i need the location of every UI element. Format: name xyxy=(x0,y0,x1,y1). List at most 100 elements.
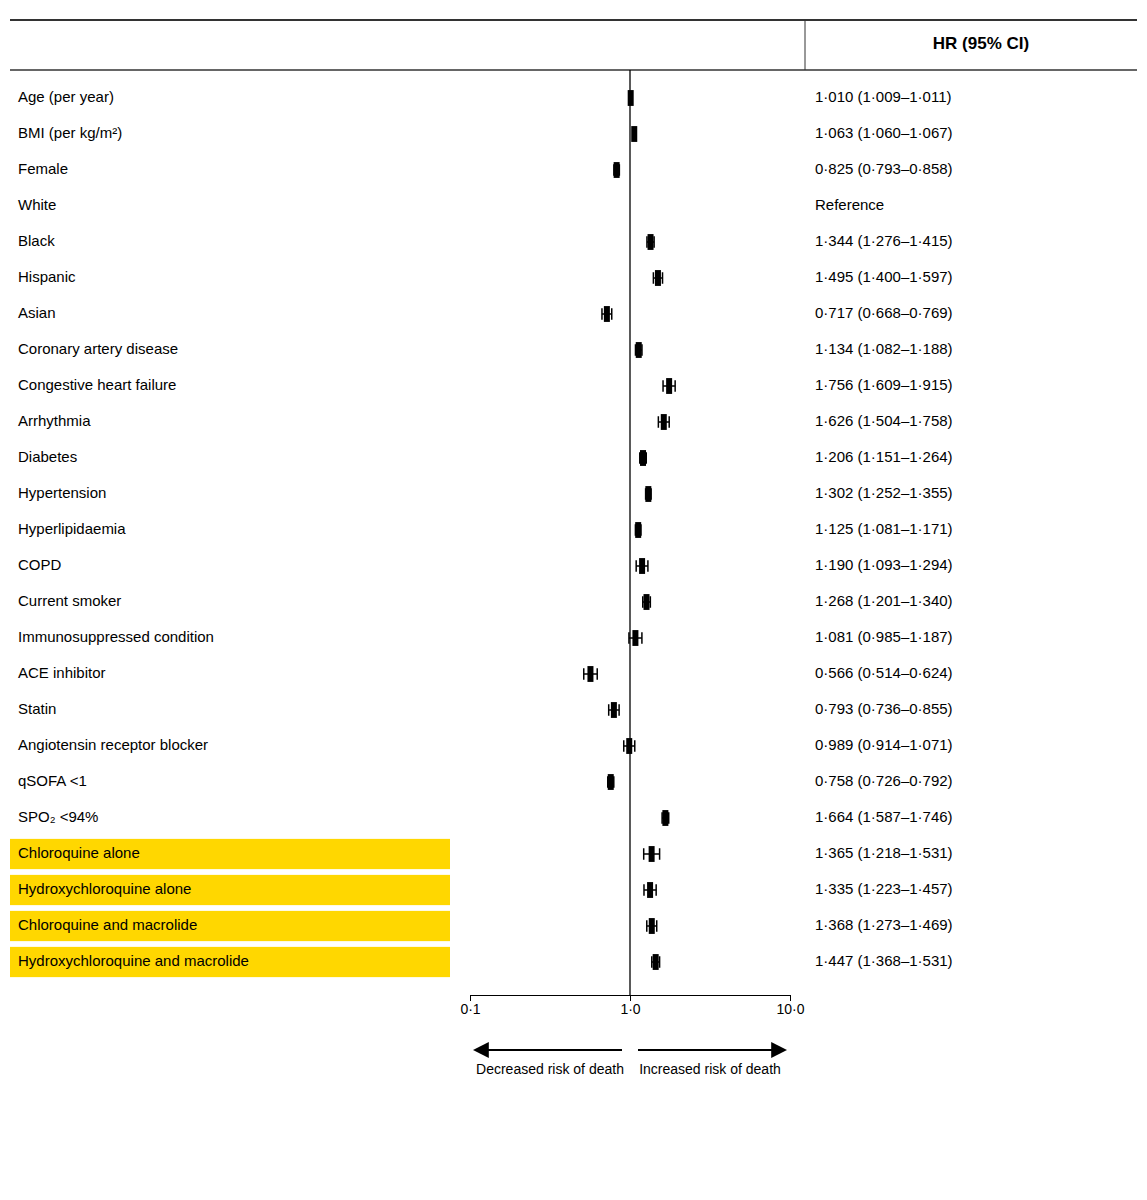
value-label: Reference xyxy=(815,196,884,213)
value-labels: 1·010 (1·009–1·011)1·063 (1·060–1·067)0·… xyxy=(815,88,953,969)
estimate xyxy=(643,594,649,610)
column-header: HR (95% CI) xyxy=(933,34,1029,53)
estimate xyxy=(632,630,638,646)
ci-cap xyxy=(653,236,655,248)
value-label: 1·268 (1·201–1·340) xyxy=(815,592,953,609)
ci-cap xyxy=(662,272,664,284)
estimate xyxy=(647,882,653,898)
value-label: 0·793 (0·736–0·855) xyxy=(815,700,953,717)
row-label: Coronary artery disease xyxy=(18,340,178,357)
row-labels: Age (per year)BMI (per kg/m²)FemaleWhite… xyxy=(18,88,249,969)
row-label: White xyxy=(18,196,56,213)
tick: 0·1 xyxy=(460,995,480,1017)
ci-cap xyxy=(618,704,620,716)
arrow xyxy=(476,1049,622,1051)
ci-cap xyxy=(623,740,625,752)
row-label: BMI (per kg/m²) xyxy=(18,124,122,141)
ci-cap xyxy=(643,884,645,896)
ci-cap xyxy=(653,272,655,284)
row-label: Current smoker xyxy=(18,592,121,609)
ci-cap xyxy=(659,956,661,968)
row-label: SPO₂ <94% xyxy=(18,808,98,825)
tick-label: 0·1 xyxy=(460,1001,480,1017)
estimate xyxy=(611,702,617,718)
value-label: 1·063 (1·060–1·067) xyxy=(815,124,953,141)
value-label: 0·989 (0·914–1·071) xyxy=(815,736,953,753)
value-label: 1·368 (1·273–1·469) xyxy=(815,916,953,933)
estimate xyxy=(648,234,654,250)
estimate xyxy=(587,666,593,682)
value-label: 1·134 (1·082–1·188) xyxy=(815,340,953,357)
ci-cap xyxy=(643,848,645,860)
row-highlight xyxy=(10,911,450,941)
row-highlight xyxy=(10,839,450,869)
row-label: Hispanic xyxy=(18,268,76,285)
value-label: 1·335 (1·223–1·457) xyxy=(815,880,953,897)
row-label: Asian xyxy=(18,304,56,321)
arrow-label: Increased risk of death xyxy=(639,1061,781,1077)
ci-cap xyxy=(634,740,636,752)
value-label: 1·495 (1·400–1·597) xyxy=(815,268,953,285)
ci-cap xyxy=(646,920,648,932)
value-label: 1·081 (0·985–1·187) xyxy=(815,628,953,645)
ci-cap xyxy=(646,236,648,248)
ci-cap xyxy=(651,956,653,968)
ci-cap xyxy=(608,704,610,716)
ci-cap xyxy=(628,632,630,644)
value-label: 1·190 (1·093–1·294) xyxy=(815,556,953,573)
estimate xyxy=(645,486,651,502)
value-label: 1·664 (1·587–1·746) xyxy=(815,808,953,825)
row-highlight xyxy=(10,875,450,905)
estimate xyxy=(635,522,641,538)
row-label: Female xyxy=(18,160,68,177)
estimate xyxy=(655,270,661,286)
value-label: 1·206 (1·151–1·264) xyxy=(815,448,953,465)
ci-cap xyxy=(583,668,585,680)
value-label: 0·825 (0·793–0·858) xyxy=(815,160,953,177)
ci-cap xyxy=(655,884,657,896)
x-axis: 0·11·010·0 xyxy=(460,995,804,1017)
row-label: Statin xyxy=(18,700,56,717)
ci-cap xyxy=(650,596,652,608)
ci-cap xyxy=(658,416,660,428)
ci-cap xyxy=(662,380,664,392)
ci-cap xyxy=(641,632,643,644)
tick-label: 1·0 xyxy=(620,1001,640,1017)
row-label: Hyperlipidaemia xyxy=(18,520,126,537)
row-label: COPD xyxy=(18,556,62,573)
ci-cap xyxy=(647,560,649,572)
ci-cap xyxy=(635,560,637,572)
estimate xyxy=(640,450,646,466)
header-rule xyxy=(10,19,1137,21)
estimate xyxy=(666,378,672,394)
row-label: Diabetes xyxy=(18,448,77,465)
row-label: Congestive heart failure xyxy=(18,376,176,393)
value-label: 1·344 (1·276–1·415) xyxy=(815,232,953,249)
estimate xyxy=(614,162,620,178)
estimate xyxy=(626,738,632,754)
ci-cap xyxy=(596,668,598,680)
header-rule xyxy=(10,69,1137,71)
reference-line xyxy=(629,70,630,995)
ci-cap xyxy=(611,308,613,320)
row-label: Hypertension xyxy=(18,484,106,501)
row-label: Black xyxy=(18,232,55,249)
estimate xyxy=(628,90,634,106)
estimate xyxy=(653,954,659,970)
value-label: 1·302 (1·252–1·355) xyxy=(815,484,953,501)
tick: 1·0 xyxy=(620,995,640,1017)
row-label: Arrhythmia xyxy=(18,412,91,429)
estimate xyxy=(662,810,668,826)
row-label: Chloroquine and macrolide xyxy=(18,916,197,933)
row-label: ACE inhibitor xyxy=(18,664,106,681)
estimate xyxy=(661,414,667,430)
estimate xyxy=(636,342,642,358)
row-label: Chloroquine alone xyxy=(18,844,140,861)
row-label: qSOFA <1 xyxy=(18,772,87,789)
value-label: 1·756 (1·609–1·915) xyxy=(815,376,953,393)
arrow xyxy=(638,1049,784,1051)
value-label: 0·758 (0·726–0·792) xyxy=(815,772,953,789)
ci-cap xyxy=(674,380,676,392)
estimate xyxy=(604,306,610,322)
estimate xyxy=(649,918,655,934)
